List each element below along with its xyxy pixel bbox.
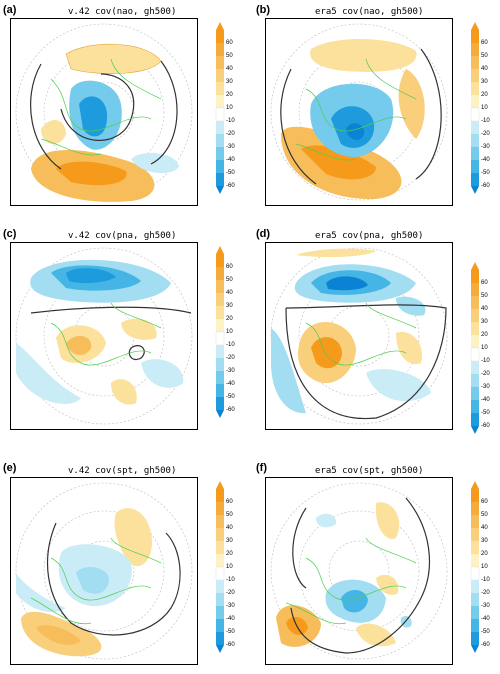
panel-label: (a) xyxy=(3,4,17,16)
colorbar-tick: 10 xyxy=(226,564,233,570)
polar-map xyxy=(265,242,453,430)
colorbar-tick: 30 xyxy=(226,538,233,544)
colorbar-tick: -50 xyxy=(481,410,490,416)
colorbar-tick: -10 xyxy=(226,118,235,124)
colorbar-tick: 40 xyxy=(226,290,233,296)
colorbar-tick: 10 xyxy=(226,105,233,111)
colorbar-tick: 50 xyxy=(226,512,233,518)
colorbar-tick: -30 xyxy=(226,368,235,374)
colorbar-tick: -40 xyxy=(226,381,235,387)
colorbar-tick: -50 xyxy=(226,170,235,176)
colorbar-tick: -50 xyxy=(226,629,235,635)
colorbar-tick: 30 xyxy=(481,79,488,85)
colorbar-tick: -50 xyxy=(481,629,490,635)
polar-map xyxy=(265,18,453,206)
colorbar-tick: 30 xyxy=(481,319,488,325)
colorbar-tick: -20 xyxy=(226,590,235,596)
colorbar-tick: 40 xyxy=(226,525,233,531)
colorbar-tick: -60 xyxy=(226,407,235,413)
panel-title: v.42 cov(pna, gh500) xyxy=(68,231,177,241)
polar-map xyxy=(10,242,198,430)
colorbar-tick: -10 xyxy=(481,358,490,364)
panel-title: era5 cov(pna, gh500) xyxy=(315,231,424,241)
colorbar-tick: -60 xyxy=(226,642,235,648)
colorbar-tick: -60 xyxy=(226,183,235,189)
colorbar-tick: 30 xyxy=(226,303,233,309)
colorbar-tick: 10 xyxy=(481,564,488,570)
colorbar-tick: 20 xyxy=(226,92,233,98)
colorbar-tick: 10 xyxy=(226,329,233,335)
colorbar-tick: -50 xyxy=(481,170,490,176)
panel-title: v.42 cov(spt, gh500) xyxy=(68,466,177,476)
colorbar: 60 50 40 30 20 10 -10 -20 -30 -40 -50 -6… xyxy=(214,22,244,200)
colorbar-tick: -30 xyxy=(226,603,235,609)
colorbar-tick: -40 xyxy=(481,157,490,163)
polar-map xyxy=(10,18,198,206)
colorbar-tick: -50 xyxy=(226,394,235,400)
colorbar-tick: 50 xyxy=(226,277,233,283)
colorbar-tick: -30 xyxy=(226,144,235,150)
colorbar-tick: -60 xyxy=(481,183,490,189)
panel-label: (f) xyxy=(256,462,267,474)
colorbar: 60 50 40 30 20 10 -10 -20 -30 -40 -50 -6… xyxy=(214,481,244,659)
colorbar-tick: 10 xyxy=(481,345,488,351)
panel-title: era5 cov(nao, gh500) xyxy=(315,7,424,17)
panel-title: era5 cov(spt, gh500) xyxy=(315,466,424,476)
colorbar-tick: -30 xyxy=(481,603,490,609)
colorbar-tick: 10 xyxy=(481,105,488,111)
colorbar-tick: -60 xyxy=(481,642,490,648)
colorbar-tick: -10 xyxy=(226,342,235,348)
colorbar-tick: -20 xyxy=(481,371,490,377)
colorbar-tick: 60 xyxy=(481,40,488,46)
colorbar-tick: -20 xyxy=(226,355,235,361)
colorbar-tick: 50 xyxy=(481,293,488,299)
panel-label: (d) xyxy=(256,228,271,240)
colorbar-tick: -10 xyxy=(226,577,235,583)
colorbar-tick: 40 xyxy=(481,306,488,312)
polar-map xyxy=(265,477,453,665)
colorbar-tick: 50 xyxy=(481,512,488,518)
colorbar-tick: -40 xyxy=(481,397,490,403)
colorbar-tick: 40 xyxy=(481,525,488,531)
colorbar-tick: -10 xyxy=(481,577,490,583)
panel-label: (b) xyxy=(256,4,271,16)
colorbar-tick: 50 xyxy=(481,53,488,59)
colorbar-tick: -20 xyxy=(226,131,235,137)
colorbar-tick: 60 xyxy=(226,40,233,46)
colorbar-tick: 60 xyxy=(226,499,233,505)
polar-map xyxy=(10,477,198,665)
colorbar-tick: -10 xyxy=(481,118,490,124)
colorbar-tick: 20 xyxy=(481,332,488,338)
colorbar-tick: -60 xyxy=(481,423,490,429)
panel-label: (e) xyxy=(3,462,17,474)
colorbar: 60 50 40 30 20 10 -10 -20 -30 -40 -50 -6… xyxy=(469,262,499,440)
colorbar-tick: -40 xyxy=(481,616,490,622)
colorbar-tick: 40 xyxy=(226,66,233,72)
colorbar-tick: 40 xyxy=(481,66,488,72)
panel-title: v.42 cov(nao, gh500) xyxy=(68,7,177,17)
colorbar: 60 50 40 30 20 10 -10 -20 -30 -40 -50 -6… xyxy=(469,22,499,200)
colorbar-tick: 20 xyxy=(226,316,233,322)
colorbar-tick: -20 xyxy=(481,590,490,596)
colorbar-tick: -30 xyxy=(481,144,490,150)
colorbar-tick: 60 xyxy=(481,499,488,505)
colorbar-tick: 20 xyxy=(481,551,488,557)
colorbar: 60 50 40 30 20 10 -10 -20 -30 -40 -50 -6… xyxy=(469,481,499,659)
colorbar-tick: -40 xyxy=(226,157,235,163)
colorbar-tick: 20 xyxy=(226,551,233,557)
colorbar-tick: 20 xyxy=(481,92,488,98)
colorbar-tick: 30 xyxy=(481,538,488,544)
colorbar-tick: 60 xyxy=(481,280,488,286)
colorbar-tick: -20 xyxy=(481,131,490,137)
colorbar-tick: 50 xyxy=(226,53,233,59)
colorbar-tick: -40 xyxy=(226,616,235,622)
colorbar: 60 50 40 30 20 10 -10 -20 -30 -40 -50 -6… xyxy=(214,246,244,424)
panel-label: (c) xyxy=(3,228,17,240)
colorbar-tick: -30 xyxy=(481,384,490,390)
colorbar-tick: 60 xyxy=(226,264,233,270)
colorbar-tick: 30 xyxy=(226,79,233,85)
